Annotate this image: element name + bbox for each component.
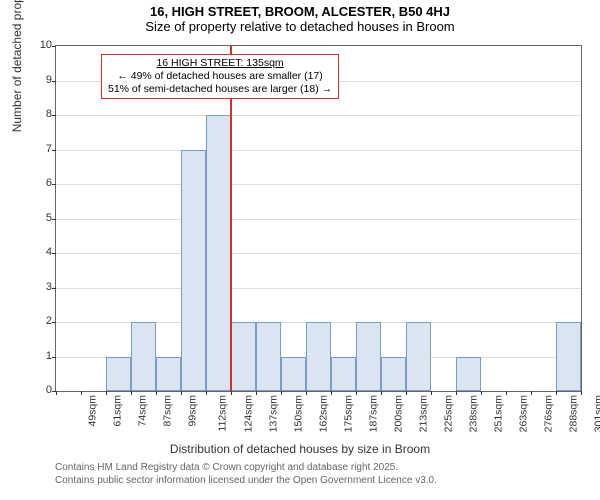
ytick-mark bbox=[52, 253, 56, 254]
xtick-label: 175sqm bbox=[342, 395, 354, 432]
xtick-mark bbox=[506, 391, 507, 395]
gridline bbox=[56, 150, 581, 151]
xtick-label: 49sqm bbox=[87, 395, 99, 427]
ytick-label: 1 bbox=[46, 350, 52, 362]
xtick-label: 225sqm bbox=[442, 395, 454, 432]
xtick-label: 87sqm bbox=[162, 395, 174, 427]
histogram-bar bbox=[106, 357, 131, 392]
gridline bbox=[56, 219, 581, 220]
gridline bbox=[56, 184, 581, 185]
xtick-mark bbox=[56, 391, 57, 395]
ytick-label: 2 bbox=[46, 315, 52, 327]
xtick-label: 200sqm bbox=[392, 395, 404, 432]
annotation-box: 16 HIGH STREET: 135sqm← 49% of detached … bbox=[101, 54, 339, 99]
ytick-mark bbox=[52, 46, 56, 47]
ytick-mark bbox=[52, 322, 56, 323]
xtick-mark bbox=[106, 391, 107, 395]
xtick-label: 187sqm bbox=[367, 395, 379, 432]
xtick-label: 213sqm bbox=[417, 395, 429, 432]
xtick-mark bbox=[231, 391, 232, 395]
xtick-mark bbox=[81, 391, 82, 395]
xtick-mark bbox=[556, 391, 557, 395]
xtick-mark bbox=[481, 391, 482, 395]
ytick-label: 9 bbox=[46, 74, 52, 86]
xtick-mark bbox=[206, 391, 207, 395]
ytick-label: 7 bbox=[46, 143, 52, 155]
annotation-line3: 51% of semi-detached houses are larger (… bbox=[108, 83, 332, 96]
ytick-label: 5 bbox=[46, 212, 52, 224]
histogram-bar bbox=[131, 322, 156, 391]
xtick-mark bbox=[306, 391, 307, 395]
title-address: 16, HIGH STREET, BROOM, ALCESTER, B50 4H… bbox=[0, 0, 600, 19]
histogram-bar bbox=[306, 322, 331, 391]
xtick-label: 276sqm bbox=[542, 395, 554, 432]
xtick-label: 238sqm bbox=[467, 395, 479, 432]
xtick-label: 112sqm bbox=[217, 395, 229, 432]
ytick-mark bbox=[52, 184, 56, 185]
histogram-bar bbox=[331, 357, 356, 392]
xtick-mark bbox=[581, 391, 582, 395]
footer-line2: Contains public sector information licen… bbox=[55, 475, 437, 488]
ytick-label: 4 bbox=[46, 246, 52, 258]
histogram-bar bbox=[456, 357, 481, 392]
xtick-mark bbox=[406, 391, 407, 395]
ytick-mark bbox=[52, 288, 56, 289]
xtick-mark bbox=[431, 391, 432, 395]
histogram-bar bbox=[181, 150, 206, 392]
ytick-mark bbox=[52, 150, 56, 151]
xtick-label: 162sqm bbox=[317, 395, 329, 432]
ytick-mark bbox=[52, 115, 56, 116]
xtick-mark bbox=[131, 391, 132, 395]
histogram-bar bbox=[381, 357, 406, 392]
ytick-label: 8 bbox=[46, 108, 52, 120]
chart-plot-area: 16 HIGH STREET: 135sqm← 49% of detached … bbox=[55, 45, 582, 392]
histogram-bar bbox=[281, 357, 306, 392]
histogram-bar bbox=[356, 322, 381, 391]
footer-attribution: Contains HM Land Registry data © Crown c… bbox=[55, 462, 437, 487]
xtick-label: 263sqm bbox=[517, 395, 529, 432]
ytick-label: 10 bbox=[40, 39, 52, 51]
xtick-mark bbox=[156, 391, 157, 395]
footer-line1: Contains HM Land Registry data © Crown c… bbox=[55, 462, 437, 475]
xtick-label: 61sqm bbox=[112, 395, 124, 427]
x-axis-label: Distribution of detached houses by size … bbox=[0, 442, 600, 456]
annotation-line1: 16 HIGH STREET: 135sqm bbox=[108, 57, 332, 70]
xtick-label: 74sqm bbox=[137, 395, 149, 427]
ytick-label: 6 bbox=[46, 177, 52, 189]
xtick-label: 251sqm bbox=[492, 395, 504, 432]
histogram-bar bbox=[256, 322, 281, 391]
histogram-bar bbox=[206, 115, 231, 391]
xtick-mark bbox=[331, 391, 332, 395]
gridline bbox=[56, 288, 581, 289]
xtick-mark bbox=[281, 391, 282, 395]
xtick-label: 137sqm bbox=[267, 395, 279, 432]
xtick-label: 99sqm bbox=[187, 395, 199, 427]
xtick-mark bbox=[256, 391, 257, 395]
ytick-label: 0 bbox=[46, 384, 52, 396]
xtick-mark bbox=[181, 391, 182, 395]
gridline bbox=[56, 115, 581, 116]
xtick-label: 301sqm bbox=[592, 395, 600, 432]
xtick-mark bbox=[456, 391, 457, 395]
xtick-mark bbox=[356, 391, 357, 395]
xtick-label: 288sqm bbox=[567, 395, 579, 432]
xtick-label: 150sqm bbox=[292, 395, 304, 432]
y-axis-label: Number of detached properties bbox=[10, 0, 24, 132]
ytick-mark bbox=[52, 357, 56, 358]
xtick-mark bbox=[531, 391, 532, 395]
ytick-mark bbox=[52, 219, 56, 220]
histogram-bar bbox=[156, 357, 181, 392]
histogram-bar bbox=[406, 322, 431, 391]
ytick-mark bbox=[52, 81, 56, 82]
histogram-bar bbox=[556, 322, 581, 391]
xtick-label: 124sqm bbox=[242, 395, 254, 432]
xtick-mark bbox=[381, 391, 382, 395]
ytick-label: 3 bbox=[46, 281, 52, 293]
title-subtitle: Size of property relative to detached ho… bbox=[0, 19, 600, 38]
histogram-bar bbox=[231, 322, 256, 391]
gridline bbox=[56, 253, 581, 254]
annotation-line2: ← 49% of detached houses are smaller (17… bbox=[108, 70, 332, 83]
